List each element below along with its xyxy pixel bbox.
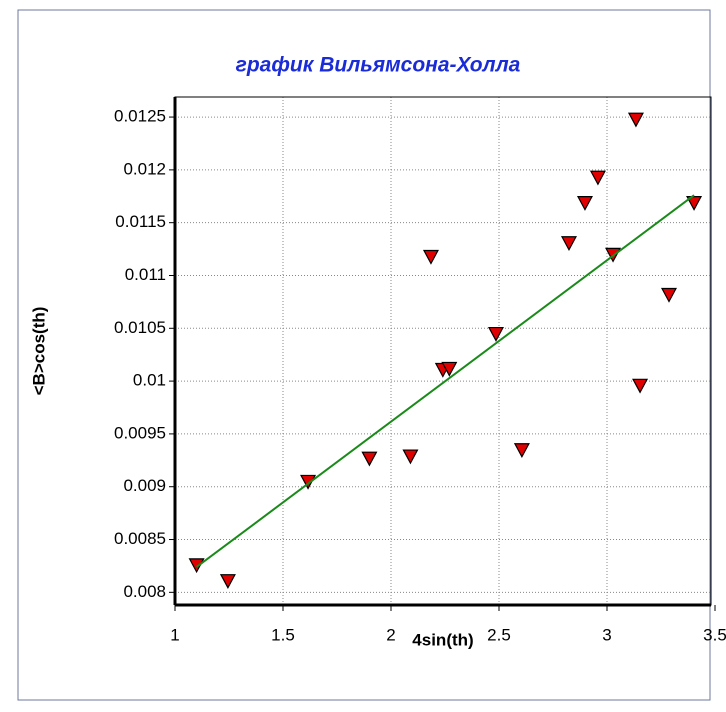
point xyxy=(589,170,606,186)
x-tick-label: 1.5 xyxy=(271,625,295,644)
x-tick-label: 3 xyxy=(602,625,611,644)
y-tick-label: 0.0115 xyxy=(115,212,166,231)
point xyxy=(627,112,644,128)
point xyxy=(441,361,458,377)
point xyxy=(560,236,577,252)
x-tick-label: 2.5 xyxy=(487,625,511,644)
y-tick-label: 0.0105 xyxy=(114,318,166,337)
y-tick-label: 0.009 xyxy=(123,476,166,495)
y-tick-label: 0.012 xyxy=(123,159,166,178)
x-tick-label: 2 xyxy=(386,625,395,644)
chart-title: график Вильямсона-Холла xyxy=(236,54,521,77)
y-tick-label: 0.01 xyxy=(133,371,166,390)
point xyxy=(487,326,504,342)
y-tick-label: 0.0095 xyxy=(114,423,166,442)
point xyxy=(513,443,530,459)
point xyxy=(402,449,419,465)
x-tick-label: 3.5 xyxy=(703,625,726,644)
point xyxy=(219,574,236,589)
point xyxy=(576,196,593,211)
y-tick-label: 0.011 xyxy=(125,265,166,284)
y-tick-label: 0.0125 xyxy=(114,107,166,126)
point xyxy=(422,249,439,265)
fit-line xyxy=(196,194,695,568)
x-axis-label: 4sin(th) xyxy=(412,630,473,649)
point xyxy=(361,451,378,467)
y-axis-label: <B>cos(th) xyxy=(29,307,48,396)
point xyxy=(660,287,677,303)
point xyxy=(686,196,703,211)
point xyxy=(632,378,649,394)
y-tick-label: 0.008 xyxy=(123,582,166,601)
y-tick-label: 0.0085 xyxy=(114,529,166,548)
frame xyxy=(17,9,711,701)
x-tick-label: 1 xyxy=(170,625,179,644)
